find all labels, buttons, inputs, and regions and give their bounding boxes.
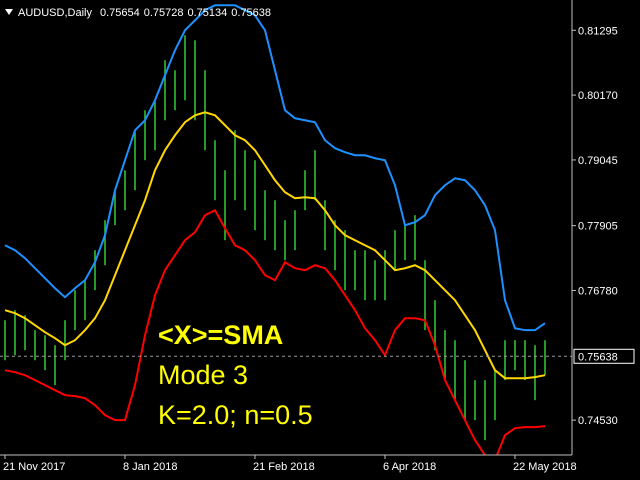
y-tick-label: 0.79045 — [578, 155, 618, 167]
x-tick-label: 21 Feb 2018 — [253, 461, 315, 473]
annotation: Mode 3 — [158, 360, 248, 390]
plot-area — [0, 4, 572, 455]
last-price-label: 0.75638 — [578, 351, 618, 363]
y-tick-label: 0.77905 — [578, 221, 618, 233]
open: 0.75654 — [100, 7, 140, 19]
annotation: <X>=SMA — [158, 320, 283, 350]
y-tick-label: 0.76780 — [578, 285, 618, 297]
x-tick-label: 8 Jan 2018 — [123, 461, 177, 473]
last-price-box — [573, 348, 635, 364]
envelope-line — [4, 208, 546, 455]
x-tick-label: 6 Apr 2018 — [383, 461, 436, 473]
y-tick-label: 0.81295 — [578, 25, 618, 37]
y-tick-label: 0.80170 — [578, 90, 618, 102]
y-tick-label: 0.74530 — [578, 415, 618, 427]
symbol: AUDUSD,Daily — [18, 7, 92, 19]
symbol-menu[interactable] — [5, 9, 13, 15]
close: 0.75638 — [231, 7, 271, 19]
x-tick-label: 22 May 2018 — [513, 461, 577, 473]
envelope-line — [4, 111, 546, 380]
envelope-line — [4, 4, 546, 332]
low: 0.75134 — [188, 7, 228, 19]
header: AUDUSD,Daily 0.75654 0.75728 0.75134 0.75638 — [18, 7, 271, 19]
high: 0.75728 — [144, 7, 184, 19]
annotation: K=2.0; n=0.5 — [158, 400, 313, 430]
x-tick-label: 21 Nov 2017 — [3, 461, 65, 473]
